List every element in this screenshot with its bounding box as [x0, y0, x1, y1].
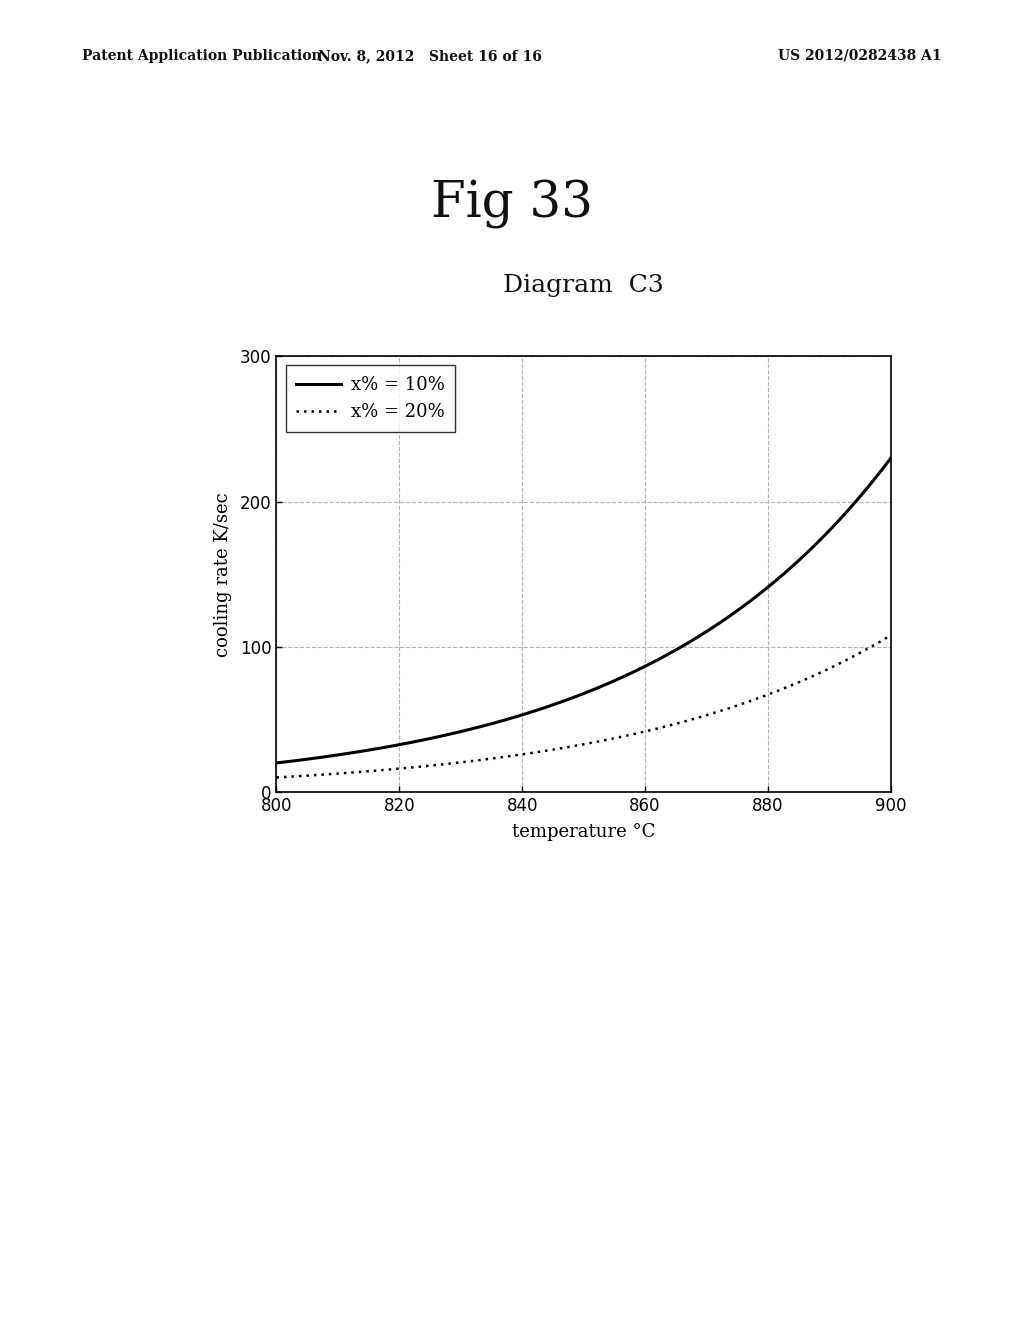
X-axis label: temperature °C: temperature °C [512, 824, 655, 841]
Text: Fig 33: Fig 33 [431, 180, 593, 230]
Text: US 2012/0282438 A1: US 2012/0282438 A1 [778, 49, 942, 63]
Y-axis label: cooling rate K/sec: cooling rate K/sec [214, 492, 231, 656]
Legend: x% = 10%, x% = 20%: x% = 10%, x% = 20% [286, 366, 456, 432]
Text: Diagram  C3: Diagram C3 [504, 275, 664, 297]
Text: Patent Application Publication: Patent Application Publication [82, 49, 322, 63]
Text: Nov. 8, 2012   Sheet 16 of 16: Nov. 8, 2012 Sheet 16 of 16 [318, 49, 542, 63]
